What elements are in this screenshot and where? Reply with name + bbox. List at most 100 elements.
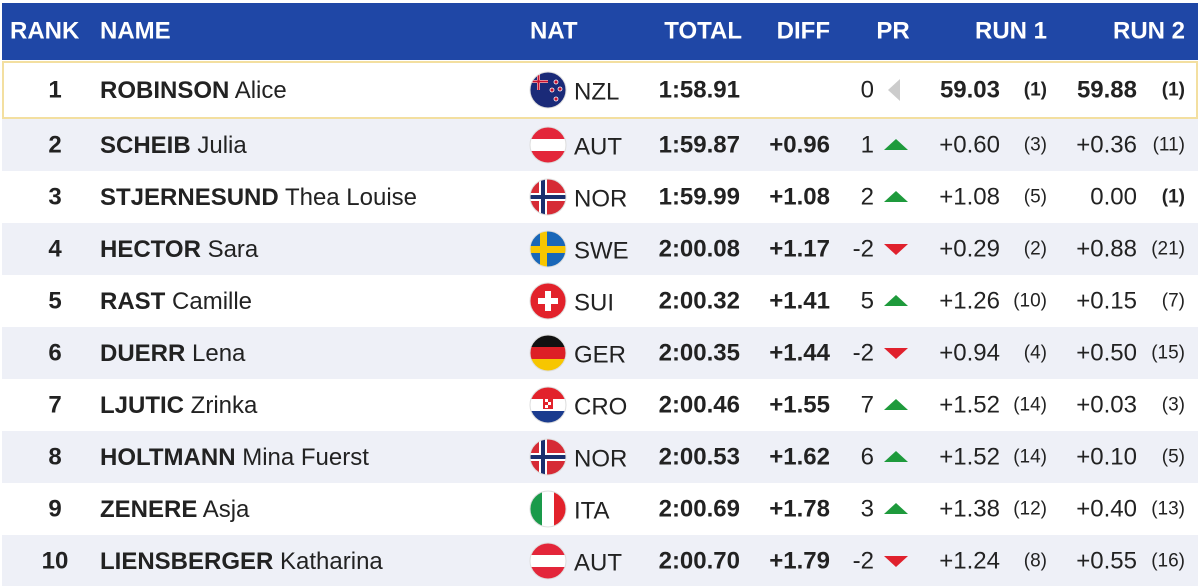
row-bg (2, 171, 1198, 223)
total-time: 2:00.35 (659, 340, 740, 367)
nation: NOR (574, 446, 627, 473)
flag-ring (529, 178, 567, 216)
run2-time: 59.88 (1077, 77, 1137, 104)
athlete-name: STJERNESUND Thea Louise (100, 184, 417, 211)
diff: +1.55 (769, 392, 830, 419)
run2-time: +0.10 (1076, 444, 1137, 471)
flag-part (530, 555, 566, 567)
flag-star (557, 86, 563, 92)
flag-ring (529, 230, 567, 268)
run2-rank: (5) (1162, 447, 1185, 468)
nation: NZL (574, 79, 619, 106)
flag (530, 127, 566, 163)
row-bg (2, 327, 1198, 379)
position-change: 3 (861, 496, 874, 523)
row-bg (2, 119, 1198, 171)
flag-ring (529, 490, 567, 528)
given-name: Camille (172, 288, 252, 315)
row-bg (2, 379, 1198, 431)
run1-rank: (8) (1024, 551, 1047, 572)
given-name: Sara (208, 236, 259, 263)
nation: CRO (574, 394, 627, 421)
arrow-neutral (888, 79, 900, 101)
run1-rank: (5) (1024, 187, 1047, 208)
run2-time: +0.50 (1076, 340, 1137, 367)
surname: SCHEIB (100, 132, 191, 159)
total-time: 2:00.32 (659, 288, 740, 315)
position-change: 0 (861, 77, 874, 104)
flag-part (530, 359, 566, 371)
position-change: 1 (861, 132, 874, 159)
given-name: Katharina (280, 548, 383, 575)
surname: ZENERE (100, 496, 197, 523)
run1-time: +0.29 (939, 236, 1000, 263)
run2-rank: (1) (1162, 80, 1185, 101)
run1-time: +1.24 (939, 548, 1000, 575)
total-time: 2:00.08 (659, 236, 740, 263)
surname: HOLTMANN (100, 444, 236, 471)
rank: 4 (48, 236, 62, 263)
row-bg (2, 223, 1198, 275)
diff: +1.44 (769, 340, 830, 367)
flag-part (530, 411, 566, 423)
nation: GER (574, 342, 626, 369)
given-name: Mina Fuerst (242, 444, 369, 471)
run2-time: +0.15 (1076, 288, 1137, 315)
run2-rank: (3) (1162, 395, 1185, 416)
header-bar (2, 3, 1198, 60)
row-bg (2, 431, 1198, 483)
given-name: Lena (192, 340, 246, 367)
flag (530, 283, 566, 319)
given-name: Asja (203, 496, 250, 523)
flag-part (538, 298, 558, 304)
arrow-up (884, 503, 908, 514)
rank: 10 (42, 548, 69, 575)
arrow-up (884, 399, 908, 410)
row-bg (2, 275, 1198, 327)
flag-star (549, 87, 555, 93)
flag-part (530, 347, 566, 359)
position-change: -2 (853, 340, 874, 367)
row-highlight (2, 61, 1198, 119)
flag-part (554, 491, 566, 527)
diff: +1.62 (769, 444, 830, 471)
flag-part (530, 246, 566, 253)
arrow-down (884, 556, 908, 567)
position-change: -2 (853, 548, 874, 575)
flag-ring (529, 71, 567, 109)
row-bg (2, 535, 1198, 586)
run2-rank: (11) (1153, 135, 1185, 156)
rank: 1 (48, 77, 61, 104)
diff: +1.79 (769, 548, 830, 575)
flag-ring (529, 542, 567, 580)
run2-time: +0.55 (1076, 548, 1137, 575)
run1-rank: (14) (1013, 447, 1047, 468)
flag-ring (529, 126, 567, 164)
surname: STJERNESUND (100, 184, 279, 211)
run2-rank: (21) (1151, 239, 1185, 260)
header-nat: NAT (530, 18, 578, 45)
athlete-name: LIENSBERGER Katharina (100, 548, 383, 575)
flag-part (542, 491, 554, 527)
rank: 5 (48, 288, 61, 315)
flag-part (530, 491, 542, 527)
position-change: 7 (861, 392, 874, 419)
nation: NOR (574, 186, 627, 213)
surname: LJUTIC (100, 392, 184, 419)
flag-part (530, 455, 566, 459)
given-name: Alice (235, 77, 287, 104)
run1-rank: (12) (1013, 499, 1047, 520)
nation: SUI (574, 290, 614, 317)
athlete-name: ROBINSON Alice (100, 77, 287, 104)
rank: 6 (48, 340, 61, 367)
position-change: 5 (861, 288, 874, 315)
row-bg (2, 483, 1198, 535)
position-change: 6 (861, 444, 874, 471)
run2-time: +0.03 (1076, 392, 1137, 419)
given-name: Thea Louise (285, 184, 417, 211)
flag (530, 72, 566, 108)
run2-rank: (15) (1151, 343, 1185, 364)
athlete-name: ZENERE Asja (100, 496, 250, 523)
rank: 8 (48, 444, 61, 471)
